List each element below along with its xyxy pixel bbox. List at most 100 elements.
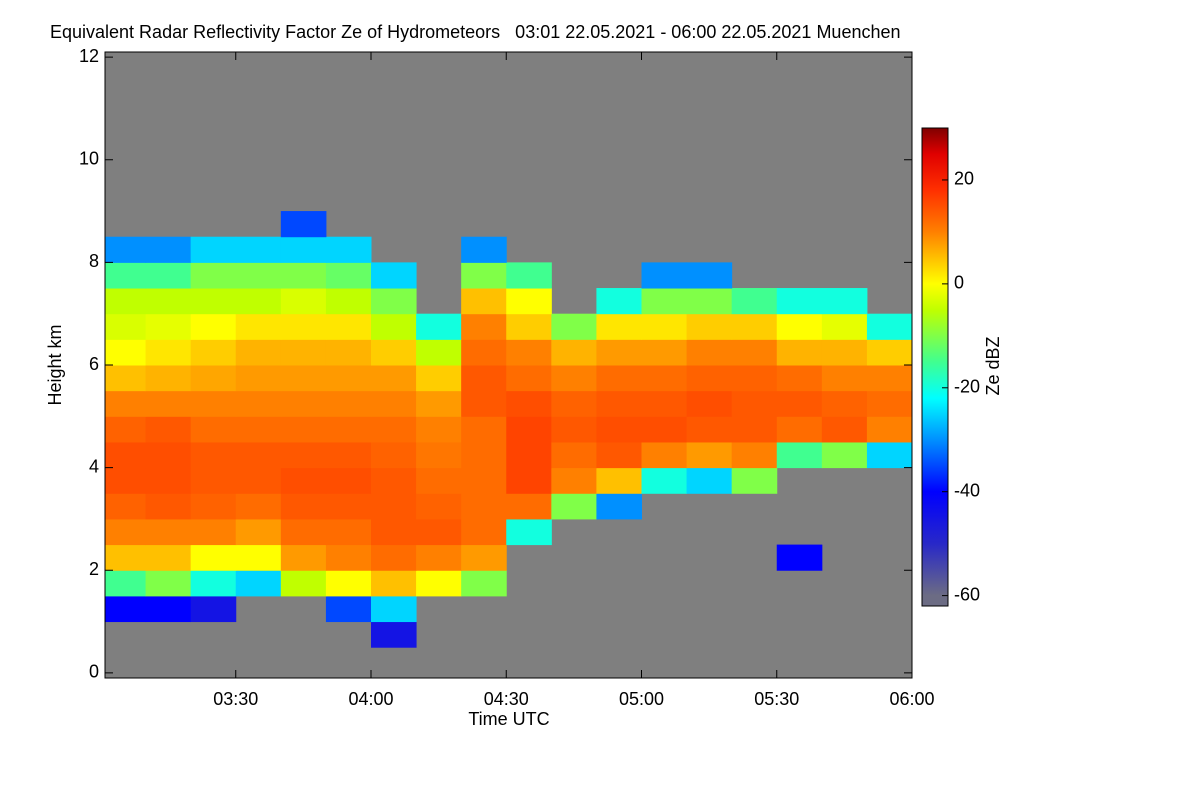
heatmap-cell bbox=[280, 313, 327, 340]
heatmap-cell bbox=[325, 441, 372, 469]
heatmap-cell bbox=[190, 236, 237, 263]
heatmap-cell bbox=[105, 313, 147, 340]
heatmap-cell bbox=[235, 339, 282, 366]
heatmap-cell bbox=[235, 313, 282, 340]
heatmap-cell bbox=[551, 416, 597, 443]
heatmap-cell bbox=[190, 288, 237, 315]
heatmap-cell bbox=[145, 339, 192, 366]
heatmap-cell bbox=[325, 595, 372, 623]
heatmap-cell bbox=[190, 493, 237, 520]
heatmap-cell bbox=[145, 518, 192, 546]
colorbar-label: Ze dBZ bbox=[983, 336, 1003, 395]
heatmap-cell bbox=[866, 365, 913, 392]
heatmap-cell bbox=[416, 390, 462, 417]
heatmap-cell bbox=[461, 288, 507, 315]
heatmap-cell bbox=[776, 288, 823, 315]
heatmap-cell bbox=[596, 288, 642, 315]
heatmap-cell bbox=[776, 365, 823, 392]
heatmap-cell bbox=[280, 236, 327, 263]
heatmap-cell bbox=[731, 416, 778, 443]
heatmap-cell bbox=[190, 518, 237, 546]
heatmap-cell bbox=[280, 288, 327, 315]
heatmap-cell bbox=[325, 518, 372, 546]
heatmap-cell bbox=[461, 493, 507, 520]
heatmap-cell bbox=[325, 416, 372, 443]
heatmap-cell bbox=[280, 416, 327, 443]
heatmap-cell bbox=[731, 339, 778, 366]
heatmap-cell bbox=[145, 467, 192, 494]
heatmap-cell bbox=[416, 493, 462, 520]
heatmap-cell bbox=[325, 365, 372, 392]
y-axis-label: Height km bbox=[45, 324, 65, 405]
y-tick-label: 4 bbox=[89, 456, 99, 476]
heatmap-cell bbox=[596, 313, 642, 340]
heatmap-cell bbox=[280, 518, 327, 546]
x-tick-label: 04:30 bbox=[484, 689, 529, 709]
heatmap-cell bbox=[731, 313, 778, 340]
heatmap-cell bbox=[190, 544, 237, 571]
heatmap-cell bbox=[596, 339, 642, 366]
heatmap-cell bbox=[551, 493, 597, 520]
colorbar-tick-label: -60 bbox=[954, 584, 980, 604]
heatmap-cell bbox=[105, 236, 147, 263]
heatmap-cell bbox=[105, 262, 147, 289]
heatmap-cell bbox=[325, 544, 372, 571]
heatmap-cell bbox=[235, 390, 282, 417]
x-tick-label: 04:00 bbox=[348, 689, 393, 709]
x-tick-label: 05:00 bbox=[619, 689, 664, 709]
y-tick-label: 6 bbox=[89, 354, 99, 374]
heatmap-cell bbox=[190, 339, 237, 366]
heatmap-cell bbox=[506, 493, 552, 520]
heatmap-cell bbox=[461, 544, 507, 571]
heatmap-cell bbox=[370, 313, 417, 340]
colorbar-tick-label: 0 bbox=[954, 273, 964, 293]
x-tick-label: 05:30 bbox=[754, 689, 799, 709]
heatmap-cell bbox=[551, 467, 597, 494]
heatmap-cell bbox=[416, 339, 462, 366]
heatmap-cell bbox=[776, 390, 823, 417]
heatmap-cell bbox=[416, 365, 462, 392]
heatmap-cell bbox=[190, 570, 237, 597]
heatmap-cell bbox=[686, 467, 733, 494]
heatmap-cell bbox=[686, 441, 733, 469]
heatmap-cell bbox=[280, 441, 327, 469]
heatmap-cell bbox=[821, 339, 868, 366]
heatmap-cell bbox=[821, 313, 868, 340]
heatmap-cell bbox=[416, 467, 462, 494]
heatmap-cell bbox=[461, 441, 507, 469]
heatmap-cell bbox=[641, 262, 688, 289]
heatmap-cell bbox=[821, 441, 868, 469]
heatmap-cell bbox=[461, 570, 507, 597]
heatmap-cell bbox=[461, 339, 507, 366]
heatmap-cell bbox=[416, 441, 462, 469]
heatmap-cell bbox=[506, 518, 552, 546]
heatmap-cell bbox=[506, 365, 552, 392]
heatmap-cell bbox=[821, 390, 868, 417]
heatmap-cell bbox=[866, 416, 913, 443]
heatmap-cell bbox=[325, 313, 372, 340]
heatmap-cell bbox=[145, 365, 192, 392]
heatmap-cell bbox=[551, 313, 597, 340]
heatmap-cell bbox=[145, 570, 192, 597]
heatmap-cell bbox=[416, 416, 462, 443]
heatmap-cell bbox=[596, 390, 642, 417]
heatmap-cell bbox=[280, 493, 327, 520]
heatmap-cell bbox=[506, 288, 552, 315]
heatmap-cell bbox=[866, 313, 913, 340]
heatmap-cell bbox=[325, 236, 372, 263]
heatmap-cell bbox=[686, 288, 733, 315]
heatmap-cell bbox=[731, 467, 778, 494]
heatmap-cell bbox=[105, 288, 147, 315]
heatmap-cell bbox=[145, 493, 192, 520]
heatmap-cell bbox=[190, 262, 237, 289]
heatmap-cell bbox=[370, 595, 417, 623]
heatmap-cell bbox=[280, 544, 327, 571]
heatmap-cell bbox=[821, 288, 868, 315]
heatmap-cell bbox=[506, 467, 552, 494]
heatmap-cell bbox=[190, 441, 237, 469]
heatmap-cell bbox=[190, 416, 237, 443]
heatmap-cell bbox=[776, 441, 823, 469]
heatmap-cell bbox=[190, 595, 237, 623]
heatmap-cell bbox=[461, 236, 507, 263]
